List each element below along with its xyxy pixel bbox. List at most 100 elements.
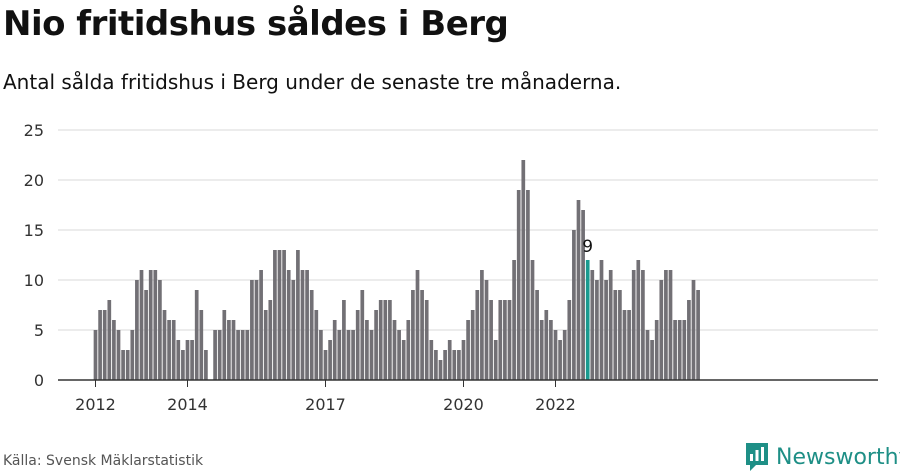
bar — [558, 340, 562, 380]
bar — [668, 270, 673, 380]
bar — [245, 330, 250, 380]
bar — [627, 310, 631, 380]
bar — [595, 280, 599, 380]
bar — [696, 290, 700, 380]
bar — [231, 320, 236, 380]
bar — [125, 350, 130, 380]
bar — [489, 300, 493, 380]
bar — [447, 340, 452, 380]
bar — [636, 260, 641, 380]
bar — [181, 350, 185, 380]
bar — [429, 340, 434, 380]
y-tick-label: 5 — [34, 321, 44, 340]
bar — [392, 320, 397, 380]
bar — [213, 330, 217, 380]
source-note: Källa: Svensk Mäklarstatistik — [3, 453, 204, 469]
y-tick-label: 10 — [24, 271, 44, 290]
bar — [475, 290, 480, 380]
bar — [397, 330, 401, 380]
bar — [420, 290, 424, 380]
bar — [438, 360, 443, 380]
x-tick-label: 2012 — [75, 395, 116, 414]
bar — [424, 300, 429, 380]
bar — [323, 350, 328, 380]
x-tick-label: 2017 — [305, 395, 346, 414]
bar — [415, 270, 420, 380]
bar — [677, 320, 682, 380]
bar — [130, 330, 135, 380]
bar — [562, 330, 567, 380]
x-tick-label: 2022 — [535, 395, 576, 414]
bar — [507, 300, 512, 380]
bar — [227, 320, 231, 380]
bar — [480, 270, 484, 380]
bar — [282, 250, 286, 380]
bar — [539, 320, 544, 380]
bar — [305, 270, 309, 380]
x-tick-label: 2020 — [443, 395, 484, 414]
bar — [277, 250, 282, 380]
bar — [190, 340, 194, 380]
bar — [300, 270, 305, 380]
bar — [411, 290, 415, 380]
bar — [291, 280, 296, 380]
newsworthy-logo-icon — [746, 443, 768, 471]
bar — [116, 330, 121, 380]
bar — [259, 270, 263, 380]
bar — [567, 300, 572, 380]
bar — [618, 290, 622, 380]
y-tick-label: 15 — [24, 221, 44, 240]
bar — [240, 330, 245, 380]
bar — [286, 270, 291, 380]
bar — [388, 300, 392, 380]
bar — [268, 300, 273, 380]
bar — [107, 300, 112, 380]
bar — [673, 320, 677, 380]
bar — [167, 320, 171, 380]
bar — [576, 200, 581, 380]
x-tick-label: 2014 — [167, 395, 208, 414]
bar — [581, 210, 585, 380]
bar — [171, 320, 176, 380]
bar — [493, 340, 498, 380]
bar — [378, 300, 383, 380]
bar — [654, 320, 659, 380]
bar — [650, 340, 654, 380]
bar — [365, 320, 369, 380]
bar — [687, 300, 691, 380]
bar — [526, 190, 530, 380]
bar — [521, 160, 526, 380]
bar — [383, 300, 388, 380]
bar — [470, 310, 475, 380]
y-tick-label: 25 — [24, 121, 44, 140]
bar — [254, 280, 259, 380]
bar — [608, 270, 613, 380]
bar — [355, 310, 360, 380]
bar — [503, 300, 507, 380]
bar — [401, 340, 406, 380]
bar — [319, 330, 323, 380]
y-tick-label: 0 — [34, 371, 44, 390]
bar — [148, 270, 153, 380]
highlight-value-label: 9 — [582, 237, 593, 257]
bar — [613, 290, 618, 380]
bar — [590, 270, 595, 380]
bar-highlight — [585, 260, 590, 380]
bar — [641, 270, 645, 380]
bar — [544, 310, 549, 380]
bar — [631, 270, 636, 380]
brand-name: Newsworthy — [776, 444, 900, 470]
bar — [296, 250, 300, 380]
bar — [135, 280, 139, 380]
bar — [102, 310, 107, 380]
bar — [93, 330, 98, 380]
bar — [139, 270, 144, 380]
bar — [236, 330, 240, 380]
bar — [604, 280, 608, 380]
bar — [309, 290, 314, 380]
bar — [144, 290, 148, 380]
bar — [328, 340, 332, 380]
bar — [457, 350, 461, 380]
bar — [535, 290, 539, 380]
